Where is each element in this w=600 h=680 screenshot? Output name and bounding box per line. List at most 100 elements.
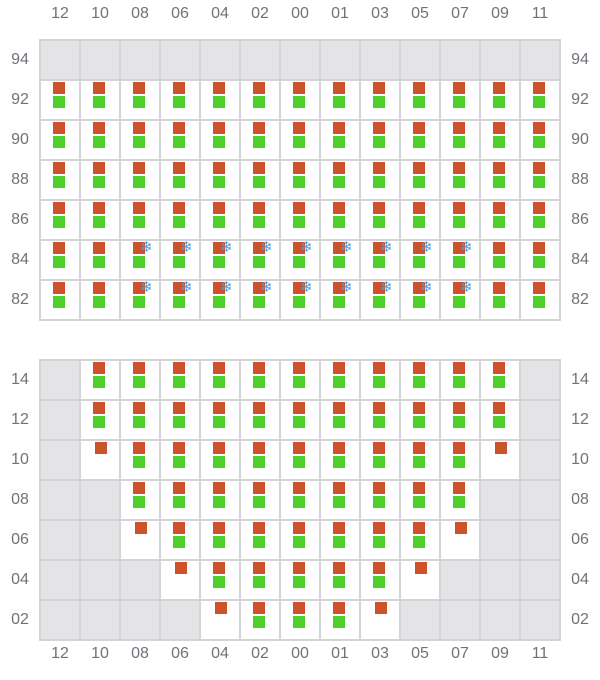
slot[interactable] bbox=[201, 201, 241, 241]
slot[interactable] bbox=[161, 401, 201, 441]
slot[interactable] bbox=[281, 561, 321, 601]
slot[interactable]: ❄ bbox=[161, 240, 201, 281]
slot[interactable] bbox=[361, 401, 401, 441]
slot[interactable] bbox=[121, 81, 161, 121]
slot[interactable] bbox=[321, 561, 361, 601]
slot[interactable] bbox=[321, 121, 361, 161]
slot[interactable]: ❄ bbox=[201, 240, 241, 281]
slot[interactable] bbox=[401, 441, 441, 481]
slot[interactable] bbox=[361, 441, 401, 481]
slot[interactable]: ❄ bbox=[401, 280, 441, 321]
slot[interactable] bbox=[161, 521, 201, 561]
slot[interactable] bbox=[241, 561, 281, 601]
slot[interactable] bbox=[81, 441, 121, 481]
slot[interactable] bbox=[481, 241, 521, 281]
slot[interactable] bbox=[241, 441, 281, 481]
slot[interactable] bbox=[121, 361, 161, 401]
slot[interactable] bbox=[521, 201, 561, 241]
slot[interactable] bbox=[361, 201, 401, 241]
slot[interactable]: ❄ bbox=[361, 280, 401, 321]
slot[interactable]: ❄ bbox=[401, 240, 441, 281]
slot[interactable] bbox=[81, 401, 121, 441]
slot[interactable] bbox=[81, 361, 121, 401]
slot[interactable] bbox=[81, 121, 121, 161]
slot[interactable]: ❄ bbox=[121, 240, 161, 281]
slot[interactable] bbox=[321, 441, 361, 481]
slot[interactable] bbox=[41, 161, 81, 201]
slot[interactable] bbox=[361, 521, 401, 561]
slot[interactable] bbox=[241, 601, 281, 641]
slot[interactable] bbox=[281, 481, 321, 521]
slot[interactable] bbox=[441, 361, 481, 401]
slot[interactable] bbox=[481, 361, 521, 401]
slot[interactable] bbox=[161, 441, 201, 481]
slot[interactable]: ❄ bbox=[241, 280, 281, 321]
slot[interactable] bbox=[361, 561, 401, 601]
slot[interactable] bbox=[361, 81, 401, 121]
slot[interactable] bbox=[481, 441, 521, 481]
slot[interactable] bbox=[321, 521, 361, 561]
slot[interactable] bbox=[241, 521, 281, 561]
slot[interactable]: ❄ bbox=[361, 240, 401, 281]
slot[interactable] bbox=[281, 361, 321, 401]
slot[interactable] bbox=[81, 161, 121, 201]
slot[interactable] bbox=[321, 81, 361, 121]
slot[interactable] bbox=[401, 161, 441, 201]
slot[interactable] bbox=[361, 601, 401, 641]
slot[interactable] bbox=[41, 81, 81, 121]
slot[interactable] bbox=[41, 241, 81, 281]
slot[interactable] bbox=[401, 361, 441, 401]
slot[interactable] bbox=[521, 121, 561, 161]
slot[interactable] bbox=[281, 601, 321, 641]
slot[interactable] bbox=[361, 481, 401, 521]
slot[interactable] bbox=[121, 441, 161, 481]
slot[interactable] bbox=[201, 521, 241, 561]
slot[interactable]: ❄ bbox=[441, 280, 481, 321]
slot[interactable] bbox=[521, 161, 561, 201]
slot[interactable]: ❄ bbox=[241, 240, 281, 281]
slot[interactable] bbox=[481, 281, 521, 321]
slot[interactable] bbox=[41, 281, 81, 321]
slot[interactable] bbox=[201, 161, 241, 201]
slot[interactable] bbox=[81, 281, 121, 321]
slot[interactable]: ❄ bbox=[121, 280, 161, 321]
slot[interactable] bbox=[521, 241, 561, 281]
slot[interactable] bbox=[121, 201, 161, 241]
slot[interactable] bbox=[481, 161, 521, 201]
slot[interactable] bbox=[401, 401, 441, 441]
slot[interactable] bbox=[321, 361, 361, 401]
slot[interactable] bbox=[281, 441, 321, 481]
slot[interactable] bbox=[441, 201, 481, 241]
slot[interactable] bbox=[321, 481, 361, 521]
slot[interactable] bbox=[241, 121, 281, 161]
slot[interactable] bbox=[201, 481, 241, 521]
slot[interactable] bbox=[281, 401, 321, 441]
slot[interactable] bbox=[481, 201, 521, 241]
slot[interactable] bbox=[161, 81, 201, 121]
slot[interactable]: ❄ bbox=[321, 280, 361, 321]
slot[interactable] bbox=[281, 201, 321, 241]
slot[interactable] bbox=[121, 401, 161, 441]
slot[interactable] bbox=[201, 121, 241, 161]
slot[interactable] bbox=[201, 441, 241, 481]
slot[interactable] bbox=[161, 161, 201, 201]
slot[interactable] bbox=[161, 361, 201, 401]
slot[interactable]: ❄ bbox=[321, 240, 361, 281]
slot[interactable] bbox=[441, 161, 481, 201]
slot[interactable] bbox=[441, 481, 481, 521]
slot[interactable] bbox=[281, 81, 321, 121]
slot[interactable] bbox=[241, 161, 281, 201]
slot[interactable] bbox=[201, 561, 241, 601]
slot[interactable] bbox=[161, 561, 201, 601]
slot[interactable] bbox=[281, 521, 321, 561]
slot[interactable] bbox=[441, 441, 481, 481]
slot[interactable] bbox=[121, 481, 161, 521]
slot[interactable] bbox=[441, 121, 481, 161]
slot[interactable] bbox=[241, 81, 281, 121]
slot[interactable] bbox=[401, 521, 441, 561]
slot[interactable] bbox=[241, 481, 281, 521]
slot[interactable] bbox=[201, 601, 241, 641]
slot[interactable]: ❄ bbox=[281, 240, 321, 281]
slot[interactable] bbox=[41, 121, 81, 161]
slot[interactable] bbox=[321, 161, 361, 201]
